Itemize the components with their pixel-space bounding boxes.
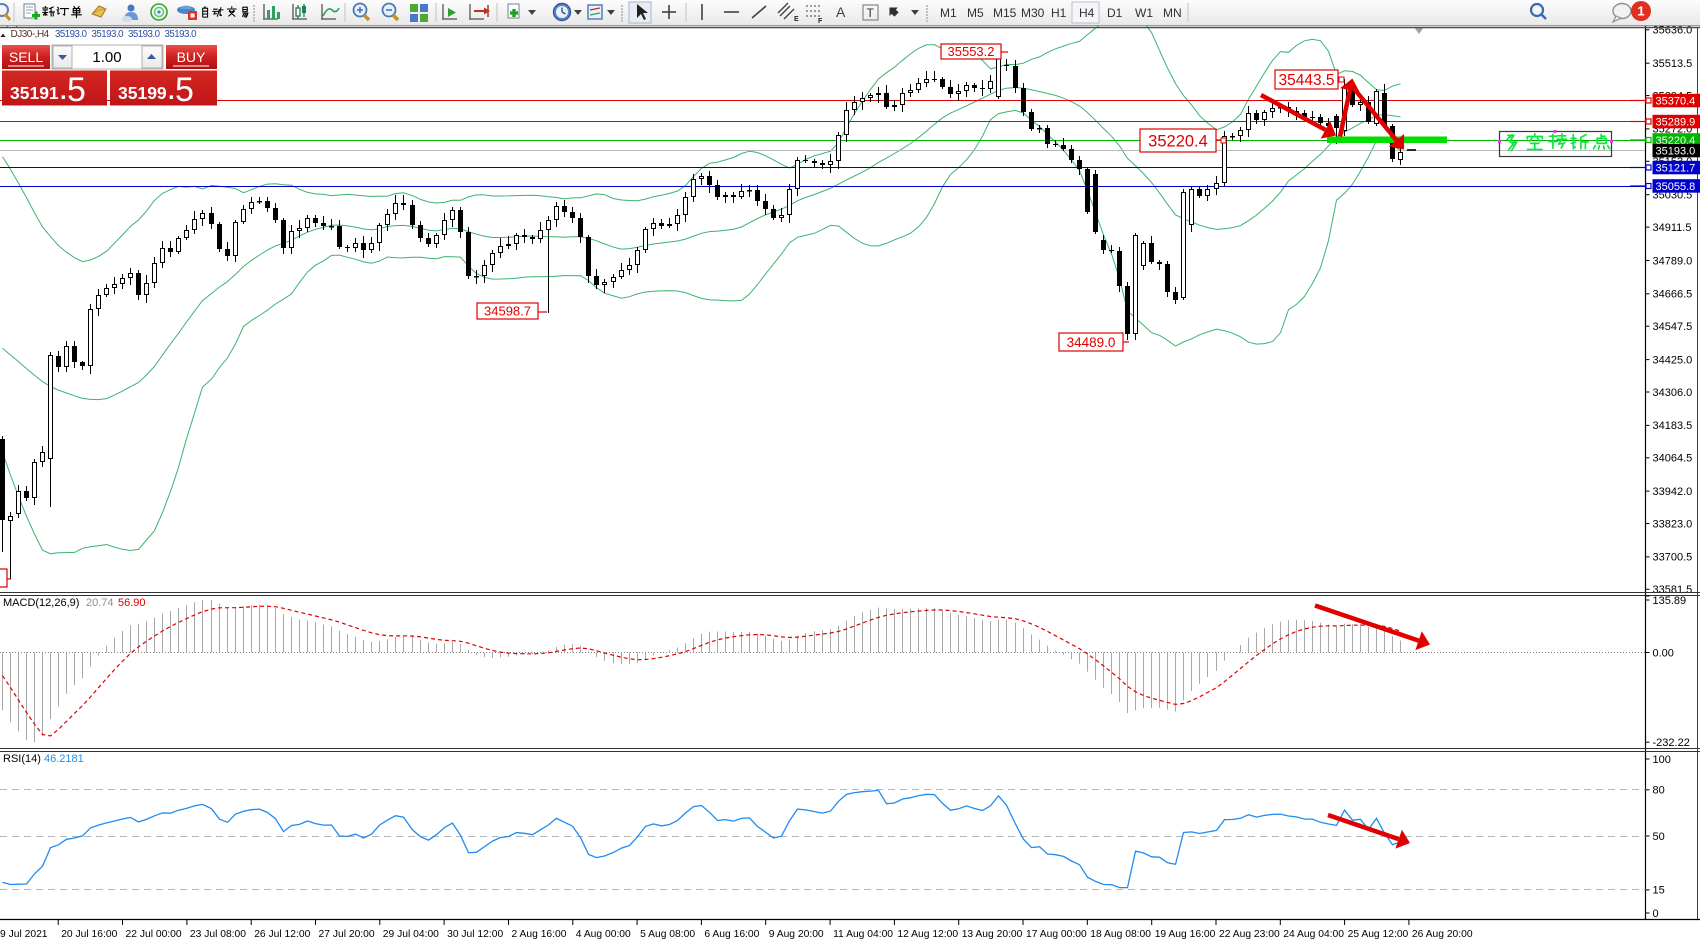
svg-text:11 Aug 04:00: 11 Aug 04:00: [833, 929, 893, 940]
svg-text:33700.5: 33700.5: [1653, 552, 1693, 564]
svg-text:W1: W1: [1135, 6, 1153, 20]
svg-text:34547.5: 34547.5: [1653, 321, 1693, 333]
svg-text:35121.7: 35121.7: [1656, 163, 1696, 175]
svg-text:5: 5: [67, 71, 86, 109]
svg-text:H4: H4: [1079, 6, 1095, 20]
svg-text:6 Aug 16:00: 6 Aug 16:00: [704, 929, 759, 940]
svg-text:12 Aug 12:00: 12 Aug 12:00: [897, 929, 958, 940]
svg-text:23 Jul 08:00: 23 Jul 08:00: [190, 929, 246, 940]
svg-text:4 Aug 00:00: 4 Aug 00:00: [576, 929, 631, 940]
svg-text:A: A: [836, 4, 846, 20]
svg-text:2 Aug 16:00: 2 Aug 16:00: [512, 929, 567, 940]
svg-text:35199: 35199: [118, 83, 167, 103]
svg-text:26 Jul 12:00: 26 Jul 12:00: [254, 929, 310, 940]
svg-text:27 Jul 20:00: 27 Jul 20:00: [319, 929, 375, 940]
svg-text:.: .: [60, 78, 67, 105]
svg-text:1.00: 1.00: [92, 49, 121, 66]
svg-text:34489.0: 34489.0: [1067, 335, 1116, 350]
svg-text:34911.5: 34911.5: [1653, 222, 1692, 234]
svg-text:35193.0: 35193.0: [55, 29, 88, 40]
svg-text:9 Jul 2021: 9 Jul 2021: [0, 929, 48, 940]
svg-text:46.2181: 46.2181: [44, 753, 84, 765]
svg-text:34598.7: 34598.7: [484, 304, 531, 319]
svg-text:-232.22: -232.22: [1653, 737, 1690, 749]
svg-text:20.74: 20.74: [86, 597, 114, 609]
svg-text:35193.0: 35193.0: [128, 29, 161, 40]
svg-text:35636.0: 35636.0: [1653, 25, 1693, 37]
svg-text:MACD(12,26,9): MACD(12,26,9): [3, 597, 82, 609]
svg-text:1: 1: [1637, 4, 1644, 19]
svg-text:F: F: [818, 18, 823, 25]
svg-text:15: 15: [1653, 885, 1665, 897]
svg-text:35193.0: 35193.0: [1656, 146, 1696, 158]
svg-text:56.90: 56.90: [118, 597, 146, 609]
svg-text:M5: M5: [967, 6, 984, 20]
svg-text:13 Aug 20:00: 13 Aug 20:00: [962, 929, 1023, 940]
svg-text:24 Aug 04:00: 24 Aug 04:00: [1283, 929, 1344, 940]
svg-text:H1: H1: [1051, 6, 1067, 20]
svg-text:26 Aug 20:00: 26 Aug 20:00: [1412, 929, 1473, 940]
svg-text:M1: M1: [940, 6, 957, 20]
svg-text:34789.0: 34789.0: [1653, 255, 1693, 267]
svg-text:22 Jul 00:00: 22 Jul 00:00: [126, 929, 182, 940]
svg-text:20 Jul 16:00: 20 Jul 16:00: [61, 929, 117, 940]
svg-text:SELL: SELL: [9, 49, 43, 65]
svg-text:M30: M30: [1021, 6, 1045, 20]
svg-text:18 Aug 08:00: 18 Aug 08:00: [1090, 929, 1151, 940]
svg-text:35553.2: 35553.2: [948, 44, 995, 59]
svg-text:135.89: 135.89: [1653, 595, 1687, 607]
svg-text:MN: MN: [1163, 6, 1182, 20]
svg-text:0: 0: [1653, 908, 1659, 920]
svg-text:0.00: 0.00: [1653, 647, 1674, 659]
svg-text:35055.8: 35055.8: [1656, 181, 1696, 193]
svg-text:35193.0: 35193.0: [92, 29, 125, 40]
svg-text:33942.0: 33942.0: [1653, 486, 1693, 498]
svg-text:17 Aug 00:00: 17 Aug 00:00: [1026, 929, 1087, 940]
svg-text:34064.5: 34064.5: [1653, 453, 1693, 465]
svg-text:22 Aug 23:00: 22 Aug 23:00: [1219, 929, 1280, 940]
svg-text:30 Jul 12:00: 30 Jul 12:00: [447, 929, 503, 940]
svg-text:35289.9: 35289.9: [1656, 117, 1696, 129]
svg-text:33823.0: 33823.0: [1653, 518, 1693, 530]
svg-text:34425.0: 34425.0: [1653, 354, 1693, 366]
svg-text:DJ30-,H4: DJ30-,H4: [11, 29, 50, 40]
svg-text:50: 50: [1653, 831, 1665, 843]
svg-text:BUY: BUY: [177, 49, 206, 65]
svg-text:35193.0: 35193.0: [165, 29, 198, 40]
svg-text:35513.5: 35513.5: [1653, 58, 1693, 70]
svg-text:33581.5: 33581.5: [1653, 584, 1693, 596]
svg-text:RSI(14): RSI(14): [3, 753, 41, 765]
svg-text:35220.4: 35220.4: [1148, 132, 1208, 150]
svg-text:34666.5: 34666.5: [1653, 289, 1693, 301]
svg-text:29 Jul 04:00: 29 Jul 04:00: [383, 929, 439, 940]
svg-text:35191: 35191: [10, 83, 59, 103]
svg-text:5 Aug 08:00: 5 Aug 08:00: [640, 929, 695, 940]
svg-text:34183.5: 34183.5: [1653, 420, 1693, 432]
svg-text:80: 80: [1653, 785, 1665, 797]
svg-text:5: 5: [175, 71, 194, 109]
svg-text:35443.5: 35443.5: [1278, 72, 1334, 89]
svg-text:E: E: [794, 16, 799, 23]
svg-text:9 Aug 20:00: 9 Aug 20:00: [769, 929, 824, 940]
svg-text:19 Aug 16:00: 19 Aug 16:00: [1155, 929, 1216, 940]
svg-text:25 Aug 12:00: 25 Aug 12:00: [1348, 929, 1409, 940]
svg-text:34306.0: 34306.0: [1653, 387, 1693, 399]
svg-text:35370.4: 35370.4: [1656, 96, 1696, 108]
svg-text:T: T: [867, 6, 875, 20]
svg-text:100: 100: [1653, 754, 1671, 766]
svg-text:D1: D1: [1107, 6, 1123, 20]
svg-text:M15: M15: [993, 6, 1017, 20]
svg-text:.: .: [168, 78, 175, 105]
